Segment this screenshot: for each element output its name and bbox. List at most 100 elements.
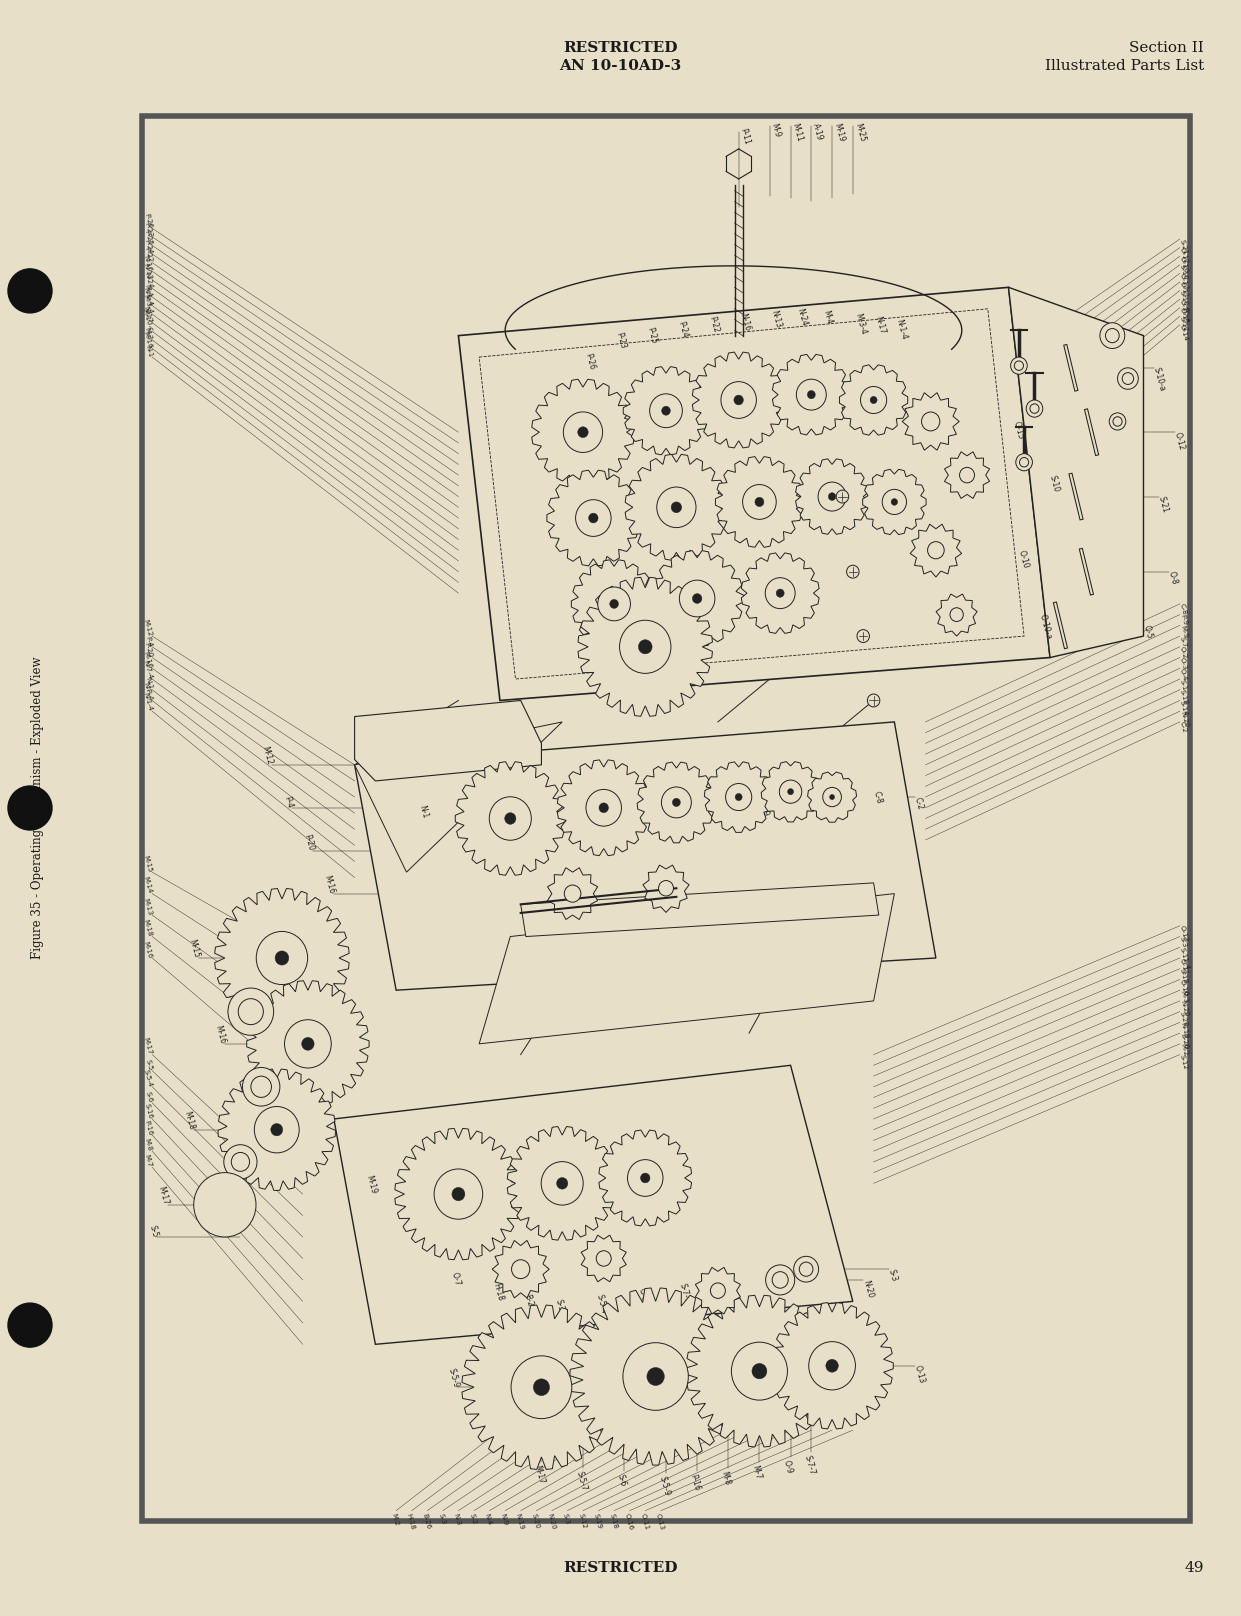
Circle shape <box>284 1020 331 1068</box>
Circle shape <box>661 406 670 415</box>
Text: S-14: S-14 <box>1179 700 1189 716</box>
Text: O-2: O-2 <box>1179 646 1188 659</box>
Circle shape <box>638 640 652 654</box>
Circle shape <box>891 499 897 506</box>
Text: S-6: S-6 <box>616 1474 628 1487</box>
Circle shape <box>726 784 752 811</box>
Polygon shape <box>479 894 895 1044</box>
Text: M-4: M-4 <box>822 310 834 326</box>
Text: N-17: N-17 <box>143 305 153 323</box>
Circle shape <box>557 1178 568 1189</box>
Circle shape <box>588 514 598 524</box>
Text: C-2: C-2 <box>913 795 925 811</box>
Text: N-9: N-9 <box>499 1513 509 1526</box>
Text: O-15: O-15 <box>1179 307 1189 325</box>
Text: O-12: O-12 <box>1179 247 1189 265</box>
Text: S-3: S-3 <box>553 1298 566 1312</box>
Text: S-18-4: S-18-4 <box>685 806 700 832</box>
Circle shape <box>609 600 618 608</box>
Circle shape <box>836 490 849 503</box>
Circle shape <box>256 931 308 984</box>
Polygon shape <box>599 1130 691 1227</box>
Circle shape <box>661 787 691 818</box>
Circle shape <box>735 793 742 800</box>
Text: S-21: S-21 <box>1157 496 1170 514</box>
Circle shape <box>434 1168 483 1218</box>
Circle shape <box>586 790 622 826</box>
Text: P-25: P-25 <box>645 326 658 344</box>
Circle shape <box>1113 417 1122 427</box>
Text: M-8: M-8 <box>666 1356 679 1372</box>
Circle shape <box>951 608 963 622</box>
Circle shape <box>742 485 776 519</box>
Text: Illustrated Parts List: Illustrated Parts List <box>1045 60 1204 73</box>
Text: RESTRICTED: RESTRICTED <box>563 40 678 55</box>
Polygon shape <box>355 700 541 781</box>
Text: O-9: O-9 <box>782 1459 794 1475</box>
Circle shape <box>223 1144 257 1180</box>
Circle shape <box>578 427 588 438</box>
Circle shape <box>808 391 815 399</box>
Polygon shape <box>625 454 727 561</box>
Polygon shape <box>458 288 1050 700</box>
Text: S-7-7: S-7-7 <box>678 1281 692 1304</box>
Text: M-13: M-13 <box>143 897 153 916</box>
Circle shape <box>733 394 743 406</box>
Text: M-12: M-12 <box>261 745 274 766</box>
Text: O-10-a: O-10-a <box>1179 299 1191 323</box>
Text: P-9: P-9 <box>819 795 831 810</box>
Text: N-19: N-19 <box>1179 1021 1189 1039</box>
Circle shape <box>794 1256 819 1281</box>
Circle shape <box>867 693 880 706</box>
Circle shape <box>576 499 611 537</box>
Circle shape <box>818 482 846 511</box>
Text: O-5: O-5 <box>1142 624 1153 640</box>
Circle shape <box>656 486 696 527</box>
Text: S-10: S-10 <box>1047 473 1061 493</box>
Text: S-2: S-2 <box>468 1513 477 1526</box>
Circle shape <box>251 1076 272 1097</box>
Polygon shape <box>944 452 989 498</box>
Text: N-1: N-1 <box>417 805 429 819</box>
Text: M-9: M-9 <box>757 802 769 818</box>
Circle shape <box>858 630 870 643</box>
Circle shape <box>619 621 671 674</box>
Text: S-3: S-3 <box>887 1269 898 1283</box>
Circle shape <box>776 590 784 598</box>
Circle shape <box>710 1283 726 1298</box>
Circle shape <box>679 580 715 617</box>
Circle shape <box>772 1272 788 1288</box>
Text: M-10-c: M-10-c <box>141 307 153 333</box>
Text: N-13: N-13 <box>143 263 153 281</box>
Text: M-14: M-14 <box>143 876 153 894</box>
Polygon shape <box>715 457 803 548</box>
Circle shape <box>882 490 906 514</box>
Circle shape <box>194 1173 256 1236</box>
Polygon shape <box>521 882 879 937</box>
Text: H-18: H-18 <box>491 1281 505 1302</box>
Text: M-8: M-8 <box>720 1471 732 1485</box>
Text: H-18: H-18 <box>406 1513 416 1530</box>
Text: N-20: N-20 <box>1179 1000 1189 1018</box>
Text: N-20: N-20 <box>861 1278 875 1299</box>
Text: M-3: M-3 <box>1179 989 1188 1004</box>
Text: S-7-7: S-7-7 <box>730 1362 743 1385</box>
Text: N-24: N-24 <box>143 271 153 289</box>
Bar <box>141 116 1190 1521</box>
Text: P-16: P-16 <box>143 1120 153 1136</box>
Circle shape <box>505 813 516 824</box>
Text: M-25: M-25 <box>853 121 866 142</box>
Circle shape <box>271 1123 283 1136</box>
Circle shape <box>799 1262 813 1277</box>
Text: N-1-4: N-1-4 <box>143 286 153 307</box>
Circle shape <box>779 781 802 803</box>
Text: B-26: B-26 <box>1179 1033 1189 1049</box>
Circle shape <box>659 881 674 895</box>
Text: M-9: M-9 <box>769 121 782 137</box>
Text: M-15: M-15 <box>143 855 153 873</box>
Text: S-5-7: S-5-7 <box>575 1471 588 1492</box>
Polygon shape <box>862 469 926 535</box>
Text: N-1: N-1 <box>144 677 153 690</box>
Text: S-5-9: S-5-9 <box>447 1367 460 1388</box>
Polygon shape <box>571 559 656 648</box>
